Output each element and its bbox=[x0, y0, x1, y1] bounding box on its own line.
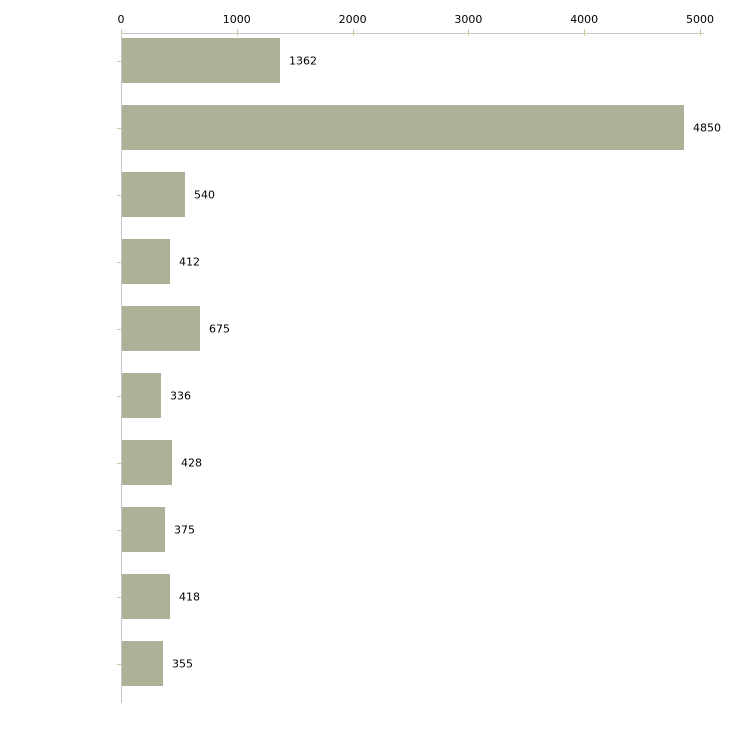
x-tick-label: 0 bbox=[117, 13, 125, 26]
value-label: 418 bbox=[179, 590, 200, 603]
category-tick bbox=[117, 462, 121, 464]
value-label: 412 bbox=[179, 255, 200, 268]
category-tick bbox=[117, 328, 121, 330]
value-label: 355 bbox=[172, 657, 193, 670]
category-tick bbox=[117, 194, 121, 196]
value-label: 428 bbox=[181, 456, 202, 469]
value-label: 1362 bbox=[289, 54, 317, 67]
category-tick bbox=[117, 127, 121, 129]
bar bbox=[122, 440, 172, 485]
bar bbox=[122, 239, 170, 284]
value-label: 4850 bbox=[693, 121, 721, 134]
bar bbox=[122, 373, 161, 418]
bar bbox=[122, 641, 163, 686]
bar bbox=[122, 507, 165, 552]
x-tick-label: 2000 bbox=[338, 13, 367, 26]
x-tick-label: 3000 bbox=[454, 13, 483, 26]
x-tick-label: 4000 bbox=[570, 13, 599, 26]
category-tick bbox=[117, 596, 121, 598]
x-tick-label: 1000 bbox=[222, 13, 251, 26]
category-tick bbox=[117, 60, 121, 62]
x-tick bbox=[352, 29, 354, 36]
value-label: 375 bbox=[174, 523, 195, 536]
category-tick bbox=[117, 395, 121, 397]
bar bbox=[122, 38, 280, 83]
value-label: 675 bbox=[209, 322, 230, 335]
x-tick bbox=[236, 29, 238, 36]
x-tick bbox=[584, 29, 586, 36]
category-tick bbox=[117, 529, 121, 531]
x-tick-label: 5000 bbox=[686, 13, 714, 26]
x-axis-line bbox=[121, 33, 704, 34]
bar bbox=[122, 306, 200, 351]
category-tick bbox=[117, 261, 121, 263]
bar bbox=[122, 574, 170, 619]
value-label: 540 bbox=[194, 188, 215, 201]
x-tick bbox=[700, 29, 701, 36]
x-tick bbox=[468, 29, 470, 36]
category-tick bbox=[117, 663, 121, 665]
y-axis-line bbox=[121, 33, 122, 703]
x-tick bbox=[121, 29, 122, 36]
value-label: 336 bbox=[170, 389, 191, 402]
bar bbox=[122, 172, 185, 217]
bar bbox=[122, 105, 684, 150]
